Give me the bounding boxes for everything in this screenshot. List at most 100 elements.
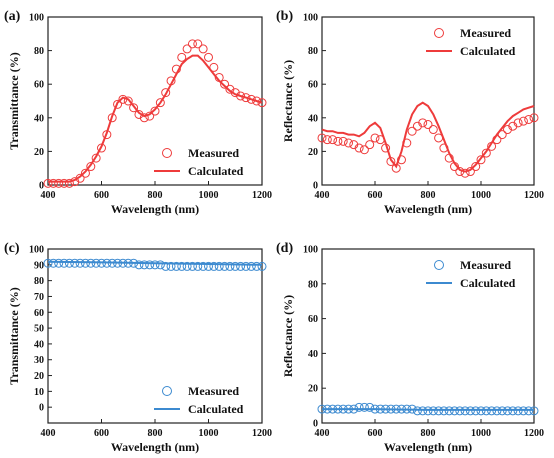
series-point-measured bbox=[193, 261, 203, 271]
series-point-measured bbox=[54, 258, 64, 268]
series-point-measured bbox=[365, 402, 375, 412]
x-tick-label: 400 bbox=[41, 428, 56, 439]
legend-label: Calculated bbox=[188, 402, 244, 416]
x-tick-label: 800 bbox=[421, 190, 436, 201]
x-tick-label: 1000 bbox=[471, 428, 491, 439]
legend-label: Calculated bbox=[460, 44, 516, 58]
y-tick-label: 0 bbox=[39, 181, 44, 192]
series-point-measured bbox=[80, 168, 90, 178]
y-tick-label: 30 bbox=[34, 355, 44, 366]
x-tick-label: 1200 bbox=[252, 190, 272, 201]
series-point-measured bbox=[166, 261, 176, 271]
series-point-measured bbox=[257, 261, 267, 271]
series-point-measured bbox=[246, 94, 256, 104]
series-point-measured bbox=[370, 133, 380, 143]
x-axis-title: Wavelength (nm) bbox=[384, 440, 472, 454]
x-tick-label: 1200 bbox=[524, 428, 544, 439]
legend-label: Calculated bbox=[188, 164, 244, 178]
series-point-measured bbox=[113, 99, 123, 109]
series-point-measured bbox=[75, 258, 85, 268]
series-point-measured bbox=[220, 261, 230, 271]
series-point-measured bbox=[317, 133, 327, 143]
series-point-measured bbox=[177, 261, 187, 271]
legend-label: Calculated bbox=[460, 276, 516, 290]
y-tick-label: 0 bbox=[313, 181, 318, 192]
y-tick-label: 80 bbox=[308, 46, 318, 57]
x-tick-label: 800 bbox=[421, 428, 436, 439]
series-point-measured bbox=[187, 261, 197, 271]
series-point-measured bbox=[423, 120, 433, 130]
y-tick-label: 20 bbox=[308, 384, 318, 395]
y-axis-title: Reflectance (%) bbox=[281, 60, 295, 142]
series-point-measured bbox=[48, 178, 58, 188]
legend-label: Measured bbox=[188, 384, 239, 398]
legend-circle-marker bbox=[162, 148, 172, 158]
y-tick-label: 40 bbox=[34, 113, 44, 124]
x-tick-label: 1000 bbox=[199, 428, 219, 439]
series-point-measured bbox=[241, 261, 251, 271]
series-point-measured bbox=[204, 52, 213, 62]
series-point-measured bbox=[209, 62, 219, 72]
series-line-calculated bbox=[48, 54, 263, 183]
series-point-measured bbox=[359, 402, 369, 412]
series-point-measured bbox=[236, 261, 246, 271]
series-point-measured bbox=[139, 260, 149, 270]
series-point-measured bbox=[220, 79, 230, 89]
x-tick-label: 400 bbox=[315, 190, 330, 201]
x-tick-label: 600 bbox=[94, 190, 109, 201]
series-point-measured bbox=[86, 162, 96, 172]
series-point-measured bbox=[204, 261, 213, 271]
series-point-measured bbox=[155, 98, 165, 108]
panel-label: (b) bbox=[276, 9, 293, 24]
series-point-measured bbox=[246, 261, 256, 271]
x-tick-label: 600 bbox=[94, 428, 109, 439]
series-point-measured bbox=[182, 261, 192, 271]
y-axis-title: Reflectance (%) bbox=[281, 295, 295, 377]
panel-label: (c) bbox=[4, 241, 20, 256]
series-point-measured bbox=[123, 96, 133, 106]
series-point-measured bbox=[524, 114, 534, 124]
x-tick-label: 1000 bbox=[199, 190, 219, 201]
series-point-measured bbox=[209, 261, 219, 271]
legend-circle-marker bbox=[162, 386, 172, 396]
series-point-measured bbox=[236, 91, 246, 101]
y-axis-title: Transmittance (%) bbox=[7, 52, 21, 149]
y-tick-label: 100 bbox=[303, 245, 318, 256]
series-point-measured bbox=[428, 125, 438, 135]
series-point-measured bbox=[91, 153, 101, 163]
panel-label: (d) bbox=[276, 241, 293, 256]
y-tick-label: 100 bbox=[29, 13, 44, 24]
series-line-calculated bbox=[322, 408, 534, 411]
y-tick-label: 60 bbox=[308, 80, 318, 91]
y-tick-label: 70 bbox=[34, 292, 44, 303]
series-point-measured bbox=[43, 258, 53, 268]
panel-a: 400 600 800 1000 1200 0 20 40 60 80 100 Wavelength … bbox=[4, 9, 272, 216]
legend-label: Measured bbox=[188, 146, 239, 160]
series-point-measured bbox=[359, 145, 369, 155]
series-point-measured bbox=[252, 261, 262, 271]
series-point-measured bbox=[497, 130, 507, 140]
y-tick-label: 60 bbox=[308, 314, 318, 325]
series-point-measured bbox=[322, 135, 332, 145]
series-point-measured bbox=[59, 258, 69, 268]
panel-label: (a) bbox=[4, 9, 21, 24]
series-point-measured bbox=[407, 126, 417, 136]
x-tick-label: 600 bbox=[368, 190, 383, 201]
series-point-measured bbox=[481, 148, 491, 158]
x-tick-label: 600 bbox=[368, 428, 383, 439]
x-tick-label: 1200 bbox=[252, 428, 272, 439]
series-point-measured bbox=[230, 261, 240, 271]
y-tick-label: 20 bbox=[34, 371, 44, 382]
series-point-measured bbox=[257, 98, 267, 108]
y-tick-label: 20 bbox=[308, 147, 318, 158]
series-point-measured bbox=[328, 135, 338, 145]
series-point-measured bbox=[333, 136, 343, 146]
series-point-measured bbox=[150, 106, 160, 116]
series-point-measured bbox=[171, 261, 181, 271]
x-axis-title: Wavelength (nm) bbox=[384, 202, 472, 216]
series-point-measured bbox=[155, 260, 165, 270]
series-point-measured bbox=[518, 116, 528, 126]
series-point-measured bbox=[214, 261, 224, 271]
y-tick-label: 40 bbox=[308, 349, 318, 360]
